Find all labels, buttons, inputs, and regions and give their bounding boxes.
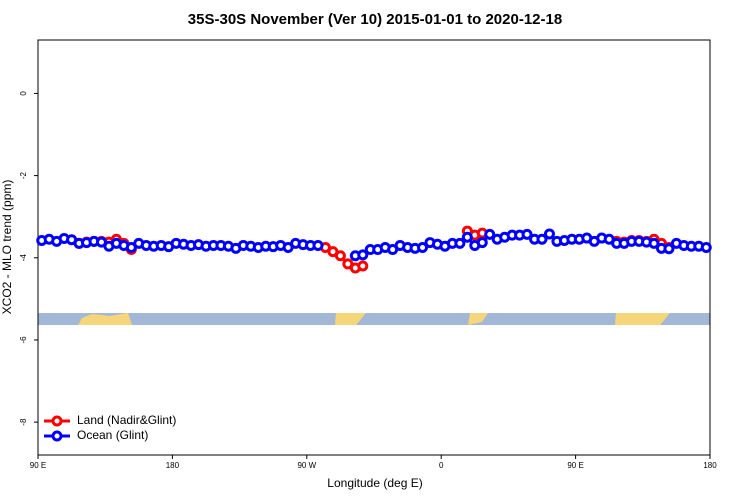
x-tick-label: 180 xyxy=(703,461,717,470)
legend-label: Ocean (Glint) xyxy=(77,428,148,442)
data-point xyxy=(521,228,533,240)
y-tick-label: 0 xyxy=(19,91,28,96)
data-point xyxy=(461,231,473,243)
legend-marker xyxy=(51,415,63,427)
legend-marker xyxy=(51,430,63,442)
data-point xyxy=(648,237,660,249)
y-tick-label: -8 xyxy=(19,418,28,426)
data-point xyxy=(357,249,369,261)
x-tick-label: 90 E xyxy=(30,461,46,470)
data-point xyxy=(536,233,548,245)
data-point xyxy=(476,237,488,249)
x-tick-label: 90 E xyxy=(567,461,583,470)
y-tick-label: -6 xyxy=(19,336,28,344)
data-point xyxy=(357,260,369,272)
data-point xyxy=(543,228,555,240)
data-point xyxy=(312,239,324,251)
y-tick-label: -2 xyxy=(19,171,28,179)
x-tick-label: 90 W xyxy=(297,461,316,470)
y-axis-label: XCO2 - MLO trend (ppm) xyxy=(0,180,14,315)
data-point xyxy=(454,237,466,249)
x-axis-label: Longitude (deg E) xyxy=(327,476,422,490)
x-tick-label: 0 xyxy=(439,461,444,470)
map-strip xyxy=(38,313,710,325)
data-point xyxy=(663,243,675,255)
data-point xyxy=(484,228,496,240)
data-point xyxy=(417,242,429,253)
data-point xyxy=(700,242,712,253)
y-tick-label: -4 xyxy=(19,254,28,262)
chart-title: 35S-30S November (Ver 10) 2015-01-01 to … xyxy=(188,11,562,28)
legend-label: Land (Nadir&Glint) xyxy=(77,413,176,427)
x-tick-label: 180 xyxy=(166,461,180,470)
data-point xyxy=(334,250,346,262)
